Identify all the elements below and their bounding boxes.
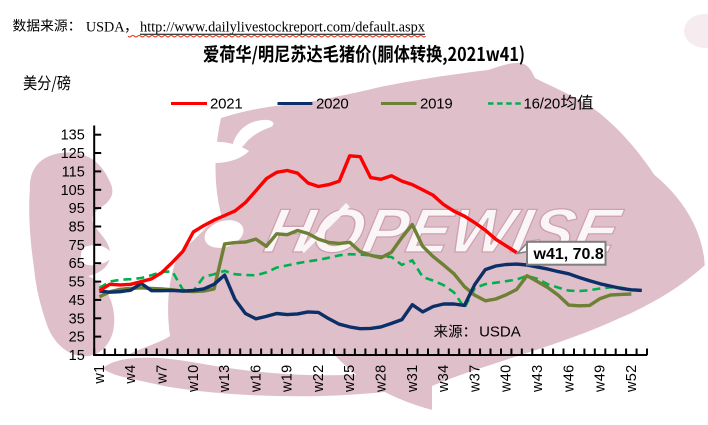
svg-text:55: 55 [69, 275, 85, 291]
svg-text:w52: w52 [624, 365, 640, 394]
svg-text:2021: 2021 [210, 96, 243, 113]
svg-text:15: 15 [69, 348, 85, 364]
svg-text:w49: w49 [593, 365, 609, 394]
svg-text:115: 115 [62, 164, 85, 180]
svg-text:95: 95 [69, 201, 85, 217]
svg-text:w10: w10 [186, 365, 202, 394]
svg-text:USDA: USDA [86, 19, 125, 35]
svg-text:w1: w1 [92, 365, 108, 385]
svg-text:35: 35 [69, 311, 85, 327]
svg-text:w46: w46 [561, 365, 577, 394]
svg-text:2020: 2020 [316, 96, 349, 113]
svg-text:125: 125 [61, 146, 85, 162]
svg-text:w16: w16 [248, 365, 264, 394]
svg-text:w19: w19 [280, 365, 296, 394]
svg-text:w40: w40 [499, 365, 515, 394]
svg-text:w43: w43 [530, 365, 546, 394]
svg-text:85: 85 [69, 220, 85, 236]
svg-text:w22: w22 [311, 365, 327, 394]
svg-text:w41, 70.8: w41, 70.8 [533, 246, 604, 263]
svg-text:65: 65 [69, 256, 85, 272]
svg-text:USDA: USDA [479, 324, 521, 341]
svg-text:w13: w13 [217, 365, 233, 394]
svg-text:75: 75 [69, 238, 85, 254]
svg-text:105: 105 [61, 183, 85, 199]
svg-text:w4: w4 [123, 365, 139, 385]
svg-text:w25: w25 [342, 365, 358, 394]
svg-text:25: 25 [69, 330, 85, 346]
svg-text:http://www.dailylivestockrepor: http://www.dailylivestockreport.com/defa… [140, 19, 425, 35]
svg-text:w31: w31 [405, 365, 421, 394]
svg-text:135: 135 [61, 128, 85, 144]
svg-text:w7: w7 [155, 365, 171, 385]
svg-text:16/20: 16/20 [524, 96, 561, 113]
svg-text:w37: w37 [467, 365, 483, 394]
svg-text:2019: 2019 [420, 96, 453, 113]
svg-text:w28: w28 [374, 365, 390, 394]
svg-text:45: 45 [69, 293, 85, 309]
svg-text:w34: w34 [436, 365, 452, 394]
